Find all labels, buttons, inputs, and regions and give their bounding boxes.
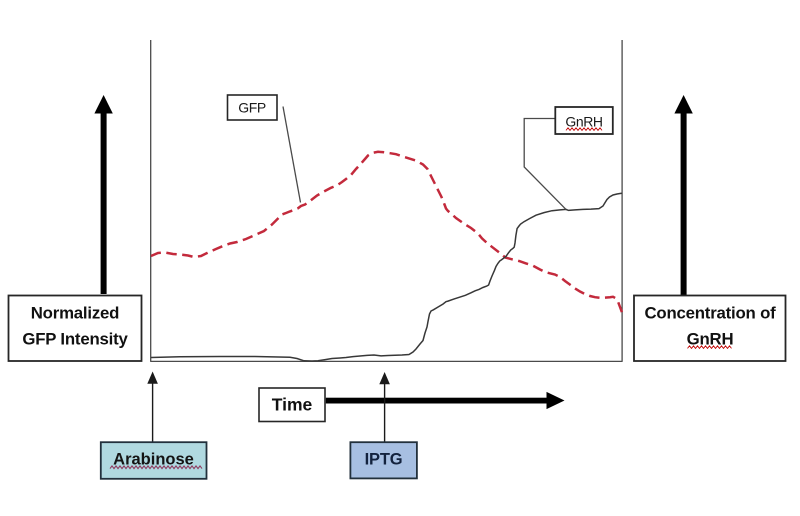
svg-text:GFP: GFP — [238, 100, 266, 116]
svg-text:IPTG: IPTG — [365, 451, 403, 469]
svg-text:Arabinose: Arabinose — [113, 451, 194, 469]
svg-text:GnRH: GnRH — [565, 114, 602, 130]
svg-text:GnRH: GnRH — [687, 330, 734, 349]
svg-text:Concentration of: Concentration of — [644, 304, 776, 323]
svg-text:GFP Intensity: GFP Intensity — [22, 330, 128, 349]
svg-text:Time: Time — [272, 395, 313, 415]
svg-text:Normalized: Normalized — [31, 304, 119, 323]
